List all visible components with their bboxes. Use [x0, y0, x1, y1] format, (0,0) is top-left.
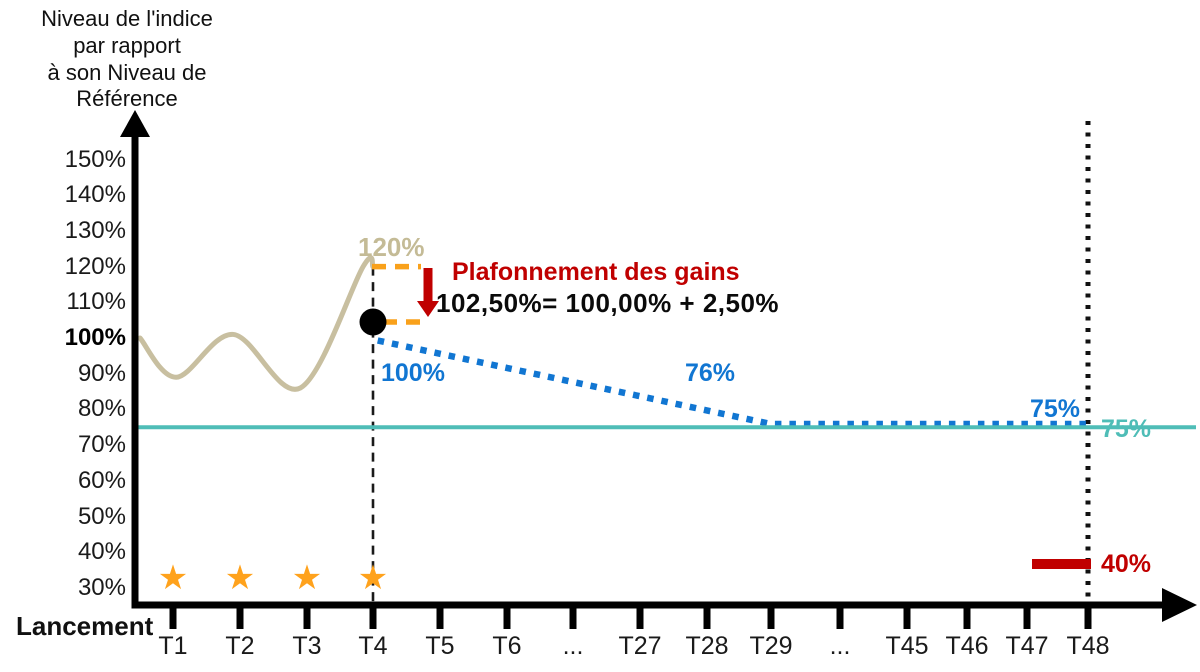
- y-tick-label: 120%: [64, 252, 126, 280]
- cap-formula-label: 102,50%= 100,00% + 2,50%: [436, 288, 780, 318]
- x-tick-label: T6: [492, 632, 522, 660]
- cap-level-label: 120%: [358, 232, 425, 262]
- y-tick-label: 130%: [64, 216, 126, 244]
- x-axis-origin-label: Lancement: [16, 611, 154, 641]
- x-tick-label: T1: [158, 632, 188, 660]
- y-tick-label: 100%: [64, 324, 126, 351]
- y-axis-title: Niveau de l'indice par rapport à son Niv…: [41, 6, 213, 112]
- x-tick-label: T2: [225, 632, 255, 660]
- star-icon: ★: [292, 559, 322, 597]
- star-icon: ★: [358, 559, 388, 597]
- x-tick-label: T5: [425, 632, 455, 660]
- floor-level-label: 40%: [1101, 550, 1152, 578]
- y-tick-label: 110%: [66, 288, 126, 316]
- y-tick-label: 30%: [77, 573, 126, 601]
- cap-down-arrow-head-icon: [417, 301, 439, 317]
- cap-title-label: Plafonnement des gains: [452, 258, 740, 286]
- y-tick-label: 70%: [77, 431, 126, 459]
- x-tick-label: T46: [945, 632, 989, 660]
- x-axis-arrowhead-icon: [1162, 588, 1197, 622]
- y-tick-label: 40%: [77, 538, 126, 566]
- x-tick-label: T45: [885, 632, 929, 660]
- x-tick-label: T48: [1066, 632, 1110, 660]
- final-level-label: 75%: [1030, 395, 1081, 423]
- x-tick-label: T29: [749, 632, 793, 660]
- y-tick-label: 80%: [77, 395, 126, 423]
- star-icon: ★: [225, 559, 255, 597]
- y-tick-label: 150%: [64, 145, 126, 173]
- y-axis-arrowhead-icon: [120, 110, 150, 137]
- barrier-level-label: 75%: [1101, 415, 1152, 443]
- initial-level-label: 100%: [381, 359, 445, 387]
- niveau-indice-line: [137, 255, 376, 392]
- valeur-produit-line: [377, 337, 1088, 428]
- decline-level-label: 76%: [685, 359, 736, 387]
- y-tick-label: 60%: [77, 466, 126, 494]
- cap-down-arrow-icon: [423, 268, 433, 302]
- x-tick-label: T27: [618, 632, 662, 660]
- x-tick-label: T47: [1005, 632, 1049, 660]
- y-tick-label: 50%: [77, 502, 126, 530]
- x-tick-label: T3: [292, 632, 322, 660]
- y-tick-label: 140%: [64, 181, 126, 209]
- cap-dot-marker: [359, 308, 387, 336]
- x-tick-label: T4: [358, 632, 388, 660]
- x-tick-label: ...: [829, 632, 851, 660]
- x-tick-label: ...: [562, 632, 584, 660]
- x-tick-label: T28: [685, 632, 729, 660]
- y-tick-label: 90%: [77, 359, 126, 387]
- star-icon: ★: [158, 559, 188, 597]
